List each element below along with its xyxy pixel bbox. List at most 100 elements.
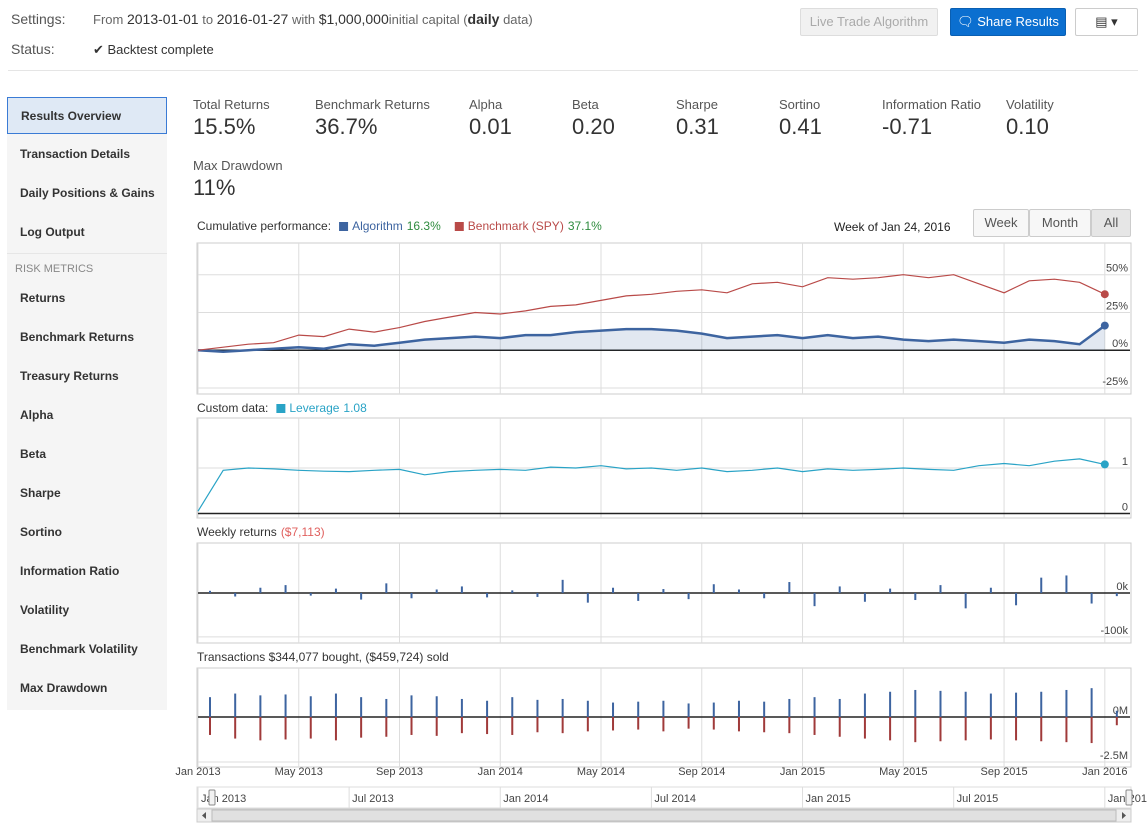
range-button[interactable]: Month — [1029, 209, 1091, 237]
bar — [486, 593, 489, 598]
bar — [259, 587, 262, 593]
bar — [561, 579, 564, 593]
bar — [612, 716, 615, 731]
range-button[interactable]: Week — [973, 209, 1029, 237]
navigator-handle — [208, 789, 216, 806]
settings: From 2013-01-01 to 2016-01-27 with $1,00… — [93, 11, 533, 27]
bar — [989, 693, 992, 717]
sidebar-item[interactable]: Treasury Returns — [20, 369, 119, 383]
bar — [863, 693, 866, 717]
y-tick-label: 25% — [1106, 300, 1128, 312]
divider — [8, 70, 1138, 71]
bar — [1065, 575, 1068, 593]
bar — [1065, 716, 1068, 743]
bar — [1040, 577, 1043, 593]
metric-label: Volatility — [1006, 97, 1054, 112]
legend-value: 16.3% — [407, 219, 441, 233]
legend-swatch — [454, 222, 464, 231]
navigator-label: Jul 2015 — [957, 793, 999, 805]
sidebar-item[interactable]: Sharpe — [20, 486, 61, 500]
scroll-left — [202, 812, 206, 819]
sidebar-item[interactable]: Alpha — [20, 408, 54, 422]
bar — [259, 716, 262, 741]
sidebar-item[interactable]: Transaction Details — [20, 147, 131, 161]
bar — [712, 716, 715, 730]
sidebar-item[interactable]: Log Output — [20, 225, 85, 239]
bar — [536, 593, 539, 597]
sidebar-item[interactable]: Volatility — [20, 603, 70, 617]
bar — [964, 716, 967, 741]
capital: $1,000,000 — [318, 11, 389, 27]
bar — [1115, 593, 1118, 597]
sidebar-section: RISK METRICS — [7, 253, 167, 283]
share-button[interactable]: 🗨 Share Results — [950, 8, 1066, 36]
bar — [1040, 691, 1043, 717]
metric-value: 0.10 — [1006, 114, 1049, 139]
sidebar-item[interactable]: Information Ratio — [20, 564, 120, 578]
bar — [838, 716, 841, 737]
end-marker — [1100, 290, 1109, 299]
sidebar-item[interactable]: Max Drawdown — [20, 681, 108, 695]
bar — [687, 593, 690, 600]
range-button[interactable]: All — [1091, 209, 1131, 237]
sidebar-item[interactable]: Sortino — [20, 525, 62, 539]
bar — [309, 696, 312, 717]
text: to — [202, 12, 214, 27]
bar — [209, 697, 211, 717]
bar — [360, 697, 363, 717]
bar — [586, 593, 589, 603]
sidebar-item[interactable]: Beta — [20, 447, 47, 461]
bar — [813, 716, 816, 735]
sidebar-item[interactable]: Returns — [20, 291, 66, 305]
bar — [511, 716, 514, 735]
bar — [284, 716, 287, 740]
bar — [1040, 716, 1043, 742]
bar — [334, 693, 337, 717]
legend-name: Leverage — [289, 401, 339, 415]
bar — [284, 585, 287, 593]
bar — [435, 589, 438, 593]
bar — [838, 698, 841, 717]
chart-title: Custom data: — [197, 401, 268, 415]
x-tick-label: May 2015 — [879, 766, 927, 778]
sidebar-item[interactable]: Results Overview — [7, 97, 167, 134]
live-trade-button[interactable]: Live Trade Algorithm — [800, 8, 938, 36]
bar — [1090, 716, 1093, 744]
bar — [284, 694, 287, 717]
bar — [385, 716, 388, 737]
bar — [813, 593, 816, 607]
y-tick-label: 0% — [1112, 338, 1128, 350]
sidebar-item[interactable]: Benchmark Volatility — [20, 642, 138, 656]
y-tick-label: 0 — [1122, 501, 1128, 513]
bar — [939, 585, 942, 593]
bar — [334, 716, 337, 741]
x-tick-label: May 2014 — [577, 766, 625, 778]
menu-button[interactable]: ▤ ▾ — [1075, 8, 1138, 36]
sidebar-item[interactable]: Daily Positions & Gains — [20, 186, 155, 200]
bar — [334, 588, 337, 593]
navigator-label: Jul 2013 — [352, 793, 394, 805]
bar — [234, 693, 237, 717]
bar — [737, 700, 740, 717]
scroll-right — [1122, 812, 1126, 819]
x-tick-label: Sep 2015 — [980, 766, 1027, 778]
bar — [939, 690, 942, 717]
bar — [637, 593, 640, 601]
share-label: Share Results — [977, 14, 1059, 29]
bar — [1090, 688, 1093, 717]
bar — [209, 716, 211, 735]
line — [197, 274, 1106, 351]
bar — [1015, 593, 1018, 606]
bar — [460, 716, 463, 734]
chart-title: Weekly returns — [197, 525, 277, 539]
metric-value: 36.7% — [315, 114, 378, 139]
bar — [662, 700, 665, 717]
bar — [889, 588, 892, 593]
y-tick-label: -100k — [1100, 625, 1128, 637]
bar — [964, 593, 967, 609]
sidebar-item[interactable]: Benchmark Returns — [20, 330, 135, 344]
bar — [1115, 716, 1118, 726]
status-label: Status: — [11, 41, 55, 57]
bar — [1115, 710, 1118, 717]
